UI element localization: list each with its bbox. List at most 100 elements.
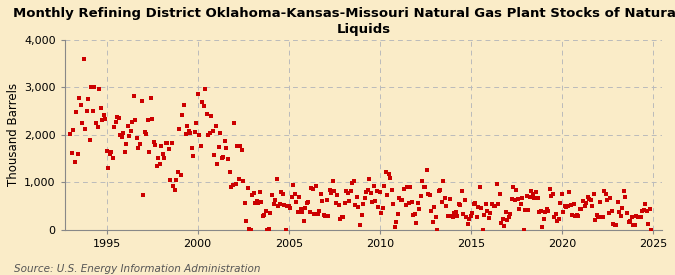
Point xyxy=(188,153,198,158)
Point xyxy=(412,200,423,205)
Point xyxy=(326,191,337,195)
Point xyxy=(505,212,516,216)
Point xyxy=(215,131,226,135)
Point xyxy=(467,210,478,215)
Point xyxy=(206,113,217,118)
Point xyxy=(240,201,250,205)
Point xyxy=(426,209,437,213)
Point xyxy=(645,207,655,212)
Point xyxy=(567,213,578,217)
Point xyxy=(165,178,176,183)
Point xyxy=(618,189,629,193)
Point xyxy=(385,176,396,180)
Point xyxy=(213,145,224,149)
Point xyxy=(238,179,248,183)
Point xyxy=(502,218,512,222)
Point xyxy=(229,121,240,126)
Point xyxy=(195,144,206,148)
Point xyxy=(381,170,392,174)
Point xyxy=(70,160,80,164)
Point xyxy=(597,215,608,219)
Point xyxy=(402,185,412,189)
Point xyxy=(593,215,603,219)
Point xyxy=(639,208,649,212)
Point xyxy=(312,212,323,217)
Point xyxy=(134,141,145,146)
Point xyxy=(444,197,455,202)
Point xyxy=(399,187,410,192)
Point xyxy=(582,194,593,199)
Point xyxy=(629,223,640,227)
Point xyxy=(84,138,95,142)
Point xyxy=(297,210,308,214)
Point xyxy=(438,179,449,183)
Point xyxy=(162,141,173,145)
Point xyxy=(568,201,579,206)
Point xyxy=(219,138,230,143)
Point xyxy=(144,150,155,154)
Point xyxy=(271,177,282,181)
Point xyxy=(493,202,504,206)
Point xyxy=(330,201,341,205)
Point xyxy=(241,219,252,223)
Point xyxy=(115,133,126,137)
Point xyxy=(157,152,168,156)
Point xyxy=(524,194,535,199)
Point xyxy=(315,192,326,196)
Point xyxy=(534,210,545,214)
Point xyxy=(470,201,481,205)
Point xyxy=(191,121,202,126)
Point xyxy=(465,214,476,219)
Point xyxy=(514,207,524,211)
Point xyxy=(455,202,466,207)
Point xyxy=(526,189,537,193)
Point xyxy=(314,208,325,213)
Point xyxy=(623,220,634,224)
Point xyxy=(591,213,602,217)
Point xyxy=(344,198,355,203)
Point xyxy=(596,215,607,219)
Point xyxy=(127,120,138,124)
Point xyxy=(217,156,227,160)
Point xyxy=(209,153,220,158)
Point xyxy=(453,202,464,206)
Point xyxy=(439,196,450,200)
Point xyxy=(425,192,435,197)
Point xyxy=(587,204,597,208)
Point xyxy=(574,207,585,211)
Point xyxy=(194,133,205,137)
Point xyxy=(151,164,162,168)
Point xyxy=(66,150,77,155)
Point xyxy=(429,205,439,209)
Point xyxy=(487,202,497,206)
Point xyxy=(74,96,85,100)
Point xyxy=(427,219,438,224)
Point xyxy=(306,185,317,190)
Point xyxy=(573,214,584,218)
Point xyxy=(387,188,398,192)
Point xyxy=(101,148,112,153)
Point xyxy=(358,202,369,206)
Point xyxy=(489,204,500,208)
Point xyxy=(138,193,148,197)
Point xyxy=(532,196,543,200)
Point xyxy=(614,210,625,215)
Point xyxy=(86,85,97,89)
Point xyxy=(626,214,637,219)
Point xyxy=(578,199,589,203)
Point xyxy=(198,104,209,108)
Point xyxy=(203,133,214,137)
Point xyxy=(189,130,200,134)
Point xyxy=(354,222,365,227)
Point xyxy=(262,228,273,232)
Point xyxy=(473,205,484,210)
Point xyxy=(499,224,510,228)
Point xyxy=(482,209,493,213)
Point xyxy=(608,222,619,227)
Point xyxy=(317,199,327,204)
Point xyxy=(113,116,124,120)
Point xyxy=(247,193,258,197)
Point xyxy=(98,113,109,117)
Point xyxy=(632,214,643,219)
Point xyxy=(234,177,244,181)
